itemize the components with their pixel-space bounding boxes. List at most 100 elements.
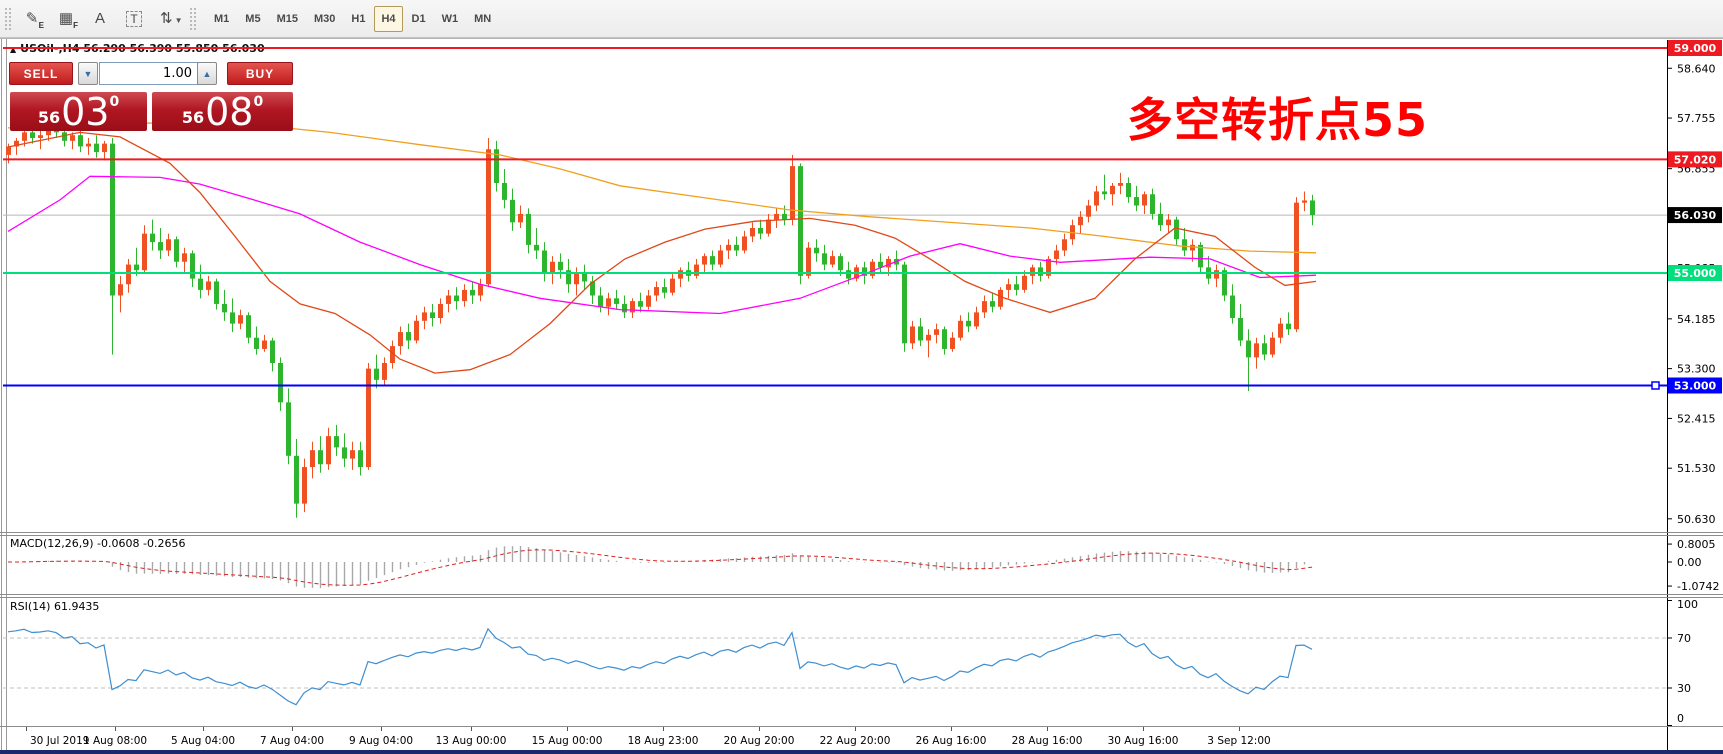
time-tick-label: 13 Aug 00:00 (436, 735, 507, 747)
timeframe-d1[interactable]: D1 (405, 6, 433, 32)
collapse-panel-icon[interactable]: ▲ (10, 45, 17, 54)
cycle-arrows-icon[interactable]: ⇅ ▼ (153, 4, 183, 32)
candle-body (142, 233, 147, 271)
toolbar-drag-handle[interactable] (189, 6, 196, 31)
candle-body (1046, 258, 1051, 276)
candle-body (558, 261, 563, 271)
candle-body (878, 261, 883, 268)
hline-drag-handle[interactable] (1651, 381, 1660, 390)
candle-body (126, 264, 131, 285)
candle-body (366, 368, 371, 468)
candle-body (1110, 185, 1115, 195)
time-tick-label: 18 Aug 23:00 (628, 735, 699, 747)
time-tick-label: 26 Aug 16:00 (916, 735, 987, 747)
candle-body (1022, 275, 1027, 290)
candle-body (1254, 343, 1259, 358)
candle-body (1118, 183, 1123, 186)
candle-body (350, 450, 355, 459)
candle-body (222, 303, 227, 313)
candle-body (1278, 323, 1283, 338)
candle-body (718, 250, 723, 265)
time-tick-label: 5 Aug 04:00 (171, 735, 235, 747)
top-toolbar: ✎ E ▦ F A T ⇅ ▼ M1 M5 M15 M30 H1 H4 D1 W1 MN (0, 0, 1723, 38)
candle-body (230, 312, 235, 324)
level-support-53-badge-label: 53.000 (1674, 380, 1717, 393)
timeframe-m30[interactable]: M30 (307, 6, 342, 32)
text-label-icon[interactable]: A (85, 5, 115, 33)
candle-body (622, 303, 627, 313)
bid-price-main: 03 (61, 89, 110, 134)
bid-price-prefix: 56 (37, 108, 61, 127)
macd-indicator-label: MACD(12,26,9) -0.0608 -0.2656 (10, 537, 186, 550)
candle-body (446, 295, 451, 304)
timeframe-h1[interactable]: H1 (344, 6, 372, 32)
timeframe-w1[interactable]: W1 (435, 6, 466, 32)
candle-body (822, 253, 827, 265)
buy-button[interactable]: BUY (227, 62, 293, 85)
candle-body (1214, 270, 1219, 279)
candle-body (710, 256, 715, 265)
timeframe-m15[interactable]: M15 (270, 6, 305, 32)
grid-periods-icon[interactable]: ▦ F (51, 4, 81, 32)
toolbar-drag-handle[interactable] (4, 6, 11, 31)
candle-body (798, 166, 803, 276)
time-tick-label: 22 Aug 20:00 (820, 735, 891, 747)
volume-decrease-button[interactable]: ▼ (78, 62, 98, 85)
candle-body (406, 332, 411, 341)
chart-text-annotation[interactable]: 多空转折点55 (1127, 93, 1429, 147)
candle-body (606, 298, 611, 307)
candle-body (638, 301, 643, 307)
candle-body (454, 295, 459, 302)
candle-body (1230, 295, 1235, 318)
candle-body (1142, 194, 1147, 206)
sell-button[interactable]: SELL (9, 62, 73, 85)
timeframe-h4[interactable]: H4 (374, 5, 403, 32)
timeframe-mn[interactable]: MN (467, 6, 498, 32)
candle-body (1302, 200, 1307, 203)
candle-body (62, 132, 67, 141)
text-box-icon[interactable]: T (119, 5, 149, 33)
ma-slow-orange (7, 121, 1317, 254)
candle-body (390, 346, 395, 363)
timeframe-m5[interactable]: M5 (238, 6, 267, 32)
candle-body (1014, 284, 1019, 290)
candle-body (374, 368, 379, 380)
candle-body (462, 289, 467, 302)
ask-price-pips: 0 (253, 94, 264, 110)
time-tick-label: 9 Aug 04:00 (349, 735, 413, 747)
candle-body (470, 289, 475, 296)
candle-body (926, 334, 931, 341)
volume-increase-button[interactable]: ▲ (197, 62, 217, 85)
candle-body (486, 149, 491, 285)
candle-body (182, 253, 187, 262)
candle-body (190, 253, 195, 279)
timeframe-m1[interactable]: M1 (207, 6, 236, 32)
ma-fast-red (7, 131, 1317, 374)
candle-body (438, 303, 443, 318)
candle-body (198, 278, 203, 290)
price-tick-label: 53.300 (1677, 363, 1716, 376)
candle-body (1238, 318, 1243, 341)
rsi-tick-label: 0 (1677, 712, 1684, 725)
candle-body (1294, 202, 1299, 330)
candle-body (334, 436, 339, 448)
candle-body (294, 455, 299, 504)
draw-tools-icon[interactable]: ✎ E (17, 4, 47, 32)
candle-body (214, 281, 219, 304)
candle-body (262, 340, 267, 349)
candle-body (806, 247, 811, 276)
time-tick-label: 1 Aug 08:00 (83, 735, 147, 747)
ask-price-main: 08 (205, 89, 254, 134)
candle-body (702, 256, 707, 265)
volume-input[interactable] (99, 62, 199, 85)
candle-body (78, 135, 83, 147)
candle-body (774, 213, 779, 220)
candle-body (1038, 267, 1043, 276)
candle-body (574, 273, 579, 285)
price-tick-label: 52.415 (1677, 412, 1716, 425)
time-tick-label: 20 Aug 20:00 (724, 735, 795, 747)
candle-body (246, 315, 251, 338)
candle-body (118, 284, 123, 296)
candle-body (478, 284, 483, 296)
